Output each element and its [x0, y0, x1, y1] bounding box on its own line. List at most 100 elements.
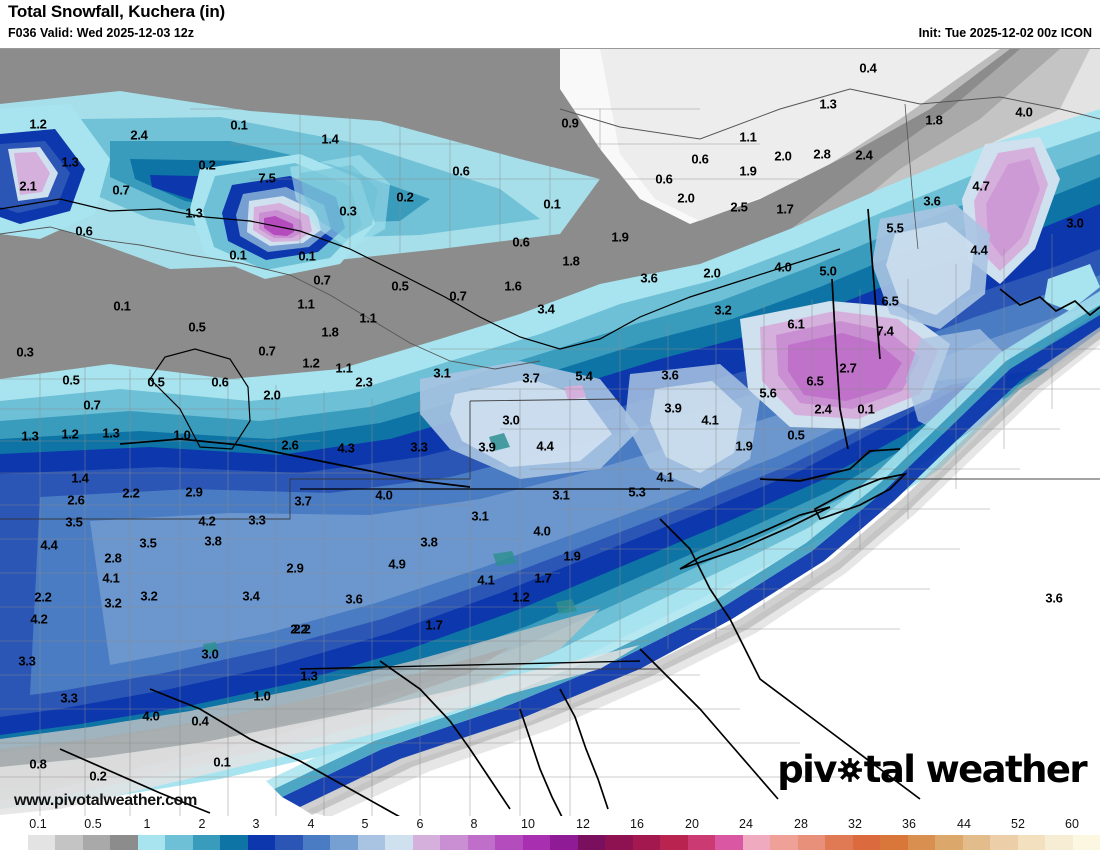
- colorbar-tick: 1: [143, 817, 151, 831]
- contour-label: 3.4: [242, 588, 260, 604]
- contour-label: 1.3: [819, 96, 837, 112]
- colorbar-tick: 36: [902, 817, 916, 831]
- colorbar-swatch: [605, 835, 633, 850]
- colorbar-tick: 60: [1065, 817, 1079, 831]
- contour-label: 2.4: [855, 147, 873, 163]
- colorbar-swatch: [1017, 835, 1045, 850]
- contour-label: 0.4: [191, 713, 209, 729]
- contour-label: 0.6: [75, 223, 93, 239]
- contour-label: 3.3: [410, 439, 428, 455]
- contour-label: 0.2: [198, 157, 216, 173]
- colorbar-swatch: [440, 835, 468, 850]
- contour-label: 4.0: [1015, 104, 1033, 120]
- contour-label: 3.1: [552, 487, 570, 503]
- contour-label: 1.3: [61, 154, 79, 170]
- colorbar-swatch: [852, 835, 880, 850]
- colorbar[interactable]: 0.1 0.5 1 2 3 4 5 6 8 10 12 16 20 24 28 32 36 44 52 60: [0, 816, 1100, 850]
- colorbar-tick: 16: [630, 817, 644, 831]
- contour-label: 0.6: [211, 374, 229, 390]
- contour-label: 2.9: [286, 560, 304, 576]
- colorbar-swatch: [467, 835, 495, 850]
- contour-label: 1.2: [29, 116, 47, 132]
- contour-label: 2.5: [730, 199, 748, 215]
- colorbar-tick-labels: 0.1 0.5 1 2 3 4 5 6 8 10 12 16 20 24 28 32 36 44 52 60: [0, 816, 1100, 834]
- colorbar-tick: 44: [957, 817, 971, 831]
- contour-label: 0.4: [859, 60, 877, 76]
- colorbar-swatch: [687, 835, 715, 850]
- colorbar-swatch: [55, 835, 83, 850]
- contour-label: 3.4: [537, 301, 555, 317]
- contour-label: 5.0: [819, 263, 837, 279]
- contour-label: 3.1: [433, 365, 451, 381]
- contour-label: 4.4: [40, 537, 58, 553]
- contour-label: 1.7: [776, 201, 794, 217]
- contour-label: 3.5: [139, 535, 157, 551]
- colorbar-tick: 32: [848, 817, 862, 831]
- contour-label: 6.5: [881, 293, 899, 309]
- contour-label: 2.8: [813, 146, 831, 162]
- colorbar-swatch: [82, 835, 110, 850]
- contour-label: 0.6: [512, 234, 530, 250]
- contour-label: 4.7: [972, 178, 990, 194]
- colorbar-swatch: [632, 835, 660, 850]
- contour-label: 3.9: [664, 400, 682, 416]
- contour-label: 2.6: [281, 437, 299, 453]
- colorbar-swatch: [907, 835, 935, 850]
- contour-label: 0.5: [62, 372, 80, 388]
- contour-label: 0.1: [230, 117, 248, 133]
- contour-label: 1.7: [534, 570, 552, 586]
- contour-label: 5.5: [886, 220, 904, 236]
- logo-text-part2: tal weather: [863, 748, 1088, 791]
- contour-label: 0.7: [258, 343, 276, 359]
- contour-label: 0.1: [229, 247, 247, 263]
- contour-label: 0.6: [452, 163, 470, 179]
- contour-label: 1.2: [512, 589, 530, 605]
- contour-label: 2.0: [263, 387, 281, 403]
- contour-label: 4.4: [536, 438, 554, 454]
- contour-label: 1.7: [425, 617, 443, 633]
- contour-label: 1.9: [563, 548, 581, 564]
- colorbar-tick: 0.1: [29, 817, 47, 831]
- contour-label: 5.3: [628, 484, 646, 500]
- contour-label: 4.1: [477, 572, 495, 588]
- contour-label: 2.0: [703, 265, 721, 281]
- map-canvas[interactable]: 1.2 2.4 0.1 1.4 0.9 0.4 1.3 1.8 4.0 1.3 0.2 7.5 0.6 1…: [0, 48, 1100, 816]
- contour-label: 1.3: [185, 205, 203, 221]
- contour-label: 1.0: [173, 427, 191, 443]
- contour-label: 4.3: [337, 440, 355, 456]
- colorbar-swatch: [192, 835, 220, 850]
- watermark-url: www.pivotalweather.com: [14, 792, 198, 809]
- colorbar-swatch: [1072, 835, 1100, 850]
- contour-label: 0.3: [16, 344, 34, 360]
- colorbar-swatch: [660, 835, 688, 850]
- contour-label: 7.4: [876, 323, 894, 339]
- colorbar-swatches: [0, 835, 1100, 850]
- contour-label: 4.0: [142, 708, 160, 724]
- contour-label: 2.3: [355, 374, 373, 390]
- contour-label: 1.4: [321, 131, 339, 147]
- contour-label: 3.6: [345, 591, 363, 607]
- colorbar-tick: 2: [198, 817, 206, 831]
- colorbar-tick: 12: [576, 817, 590, 831]
- contour-label: 0.1: [213, 754, 231, 770]
- contour-label: 4.1: [102, 570, 120, 586]
- contour-label: 1.1: [335, 360, 353, 376]
- colorbar-swatch: [330, 835, 358, 850]
- contour-label: 4.9: [388, 556, 406, 572]
- colorbar-swatch: [495, 835, 523, 850]
- colorbar-tick: 5: [361, 817, 369, 831]
- colorbar-tick: 0.5: [84, 817, 102, 831]
- colorbar-tick: 8: [470, 817, 478, 831]
- contour-label: 0.1: [298, 248, 316, 264]
- init-time-label: Init: Tue 2025-12-02 00z ICON: [918, 26, 1092, 40]
- contour-label: 0.3: [339, 203, 357, 219]
- contour-label: 6.5: [806, 373, 824, 389]
- contour-label: 4.2: [198, 513, 216, 529]
- contour-label: 0.7: [449, 288, 467, 304]
- contour-label: 3.6: [1045, 590, 1063, 606]
- contour-label: 3.2: [714, 302, 732, 318]
- contour-label: 0.6: [691, 151, 709, 167]
- colorbar-tick: 52: [1011, 817, 1025, 831]
- colorbar-swatch: [742, 835, 770, 850]
- colorbar-swatch: [385, 835, 413, 850]
